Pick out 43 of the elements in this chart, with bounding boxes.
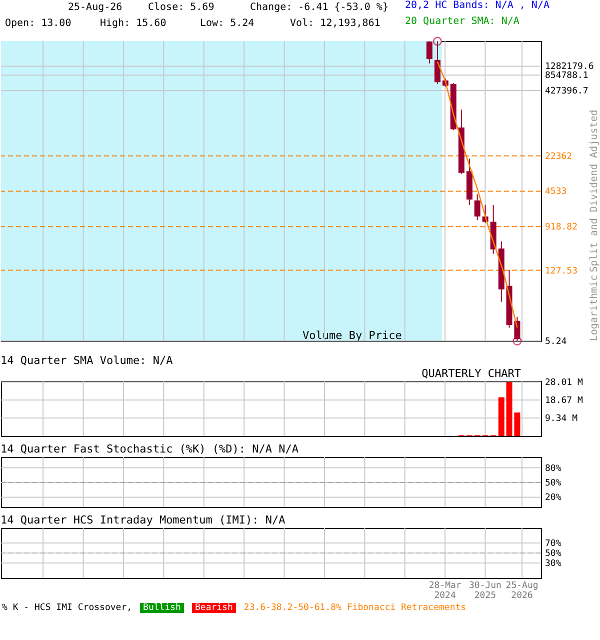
text: 20,2 HC Bands: N/A , N/A	[405, 0, 550, 11]
text: 25-Aug-26	[68, 2, 122, 13]
band-label: Volume By Price	[302, 329, 402, 342]
y-tick-label: 50%	[545, 549, 562, 559]
ref-line-label: 4533	[545, 187, 567, 198]
ref-line-label: 918.82	[545, 222, 578, 233]
y-tick-label: 9.34 M	[545, 414, 578, 424]
y-tick-label: 80%	[545, 464, 562, 474]
y-tick-label: 30%	[545, 559, 562, 569]
y-tick-label: 28.01 M	[545, 378, 584, 388]
y-tick-label: 5.24	[545, 337, 567, 347]
bar	[498, 397, 504, 436]
chart-title: 14 Quarter HCS Intraday Momentum (IMI): N/A	[0, 514, 286, 526]
x-tick-label: 28-Mar 2024	[428, 581, 462, 601]
text: High: 15.60	[100, 18, 166, 29]
y-tick-label: 427396.7	[545, 86, 588, 97]
text: Open: 13.00	[5, 18, 72, 29]
y-tick-label: 70%	[545, 539, 562, 549]
text: Low: 5.24	[200, 18, 254, 29]
candlestick	[474, 194, 480, 221]
text: Vol: 12,193,861	[290, 18, 380, 29]
ref-line-label: 127.53	[545, 266, 578, 276]
y-tick-label: 854788.1	[545, 71, 588, 82]
x-tick-label: 30-Jun 2025	[468, 581, 502, 601]
y-tick-label: 18.67 M	[545, 396, 584, 406]
text: Change: -6.41 {-53.0 %}	[250, 2, 388, 13]
text: Bullish	[140, 603, 184, 613]
text: Bearish	[192, 603, 236, 613]
y-tick-label: 1282179.6	[545, 62, 594, 72]
ref-line-label: 22362	[545, 152, 572, 162]
candlestick	[426, 40, 432, 64]
text: % K - HCS IMI Crossover,	[2, 603, 132, 613]
text: 20 Quarter SMA: N/A	[405, 16, 520, 27]
y-tick-label: 50%	[545, 478, 562, 488]
chart-title: 14 Quarter SMA Volume: N/A	[0, 354, 174, 367]
y-axis-title: Split and Dividend Adjusted	[589, 110, 600, 272]
text: QUARTERLY CHART	[422, 367, 522, 380]
text: Close: 5.69	[148, 2, 214, 13]
text: Logarithmic	[589, 274, 600, 342]
y-tick-label: 20%	[545, 493, 562, 504]
x-tick-label: 25-Aug 2026	[506, 581, 538, 601]
text: 23.6-38.2-50-61.8% Fibonacci Retracements	[244, 603, 466, 613]
chart-title: 14 Quarter Fast Stochastic (%K) (%D): N/A N/A	[0, 442, 299, 456]
